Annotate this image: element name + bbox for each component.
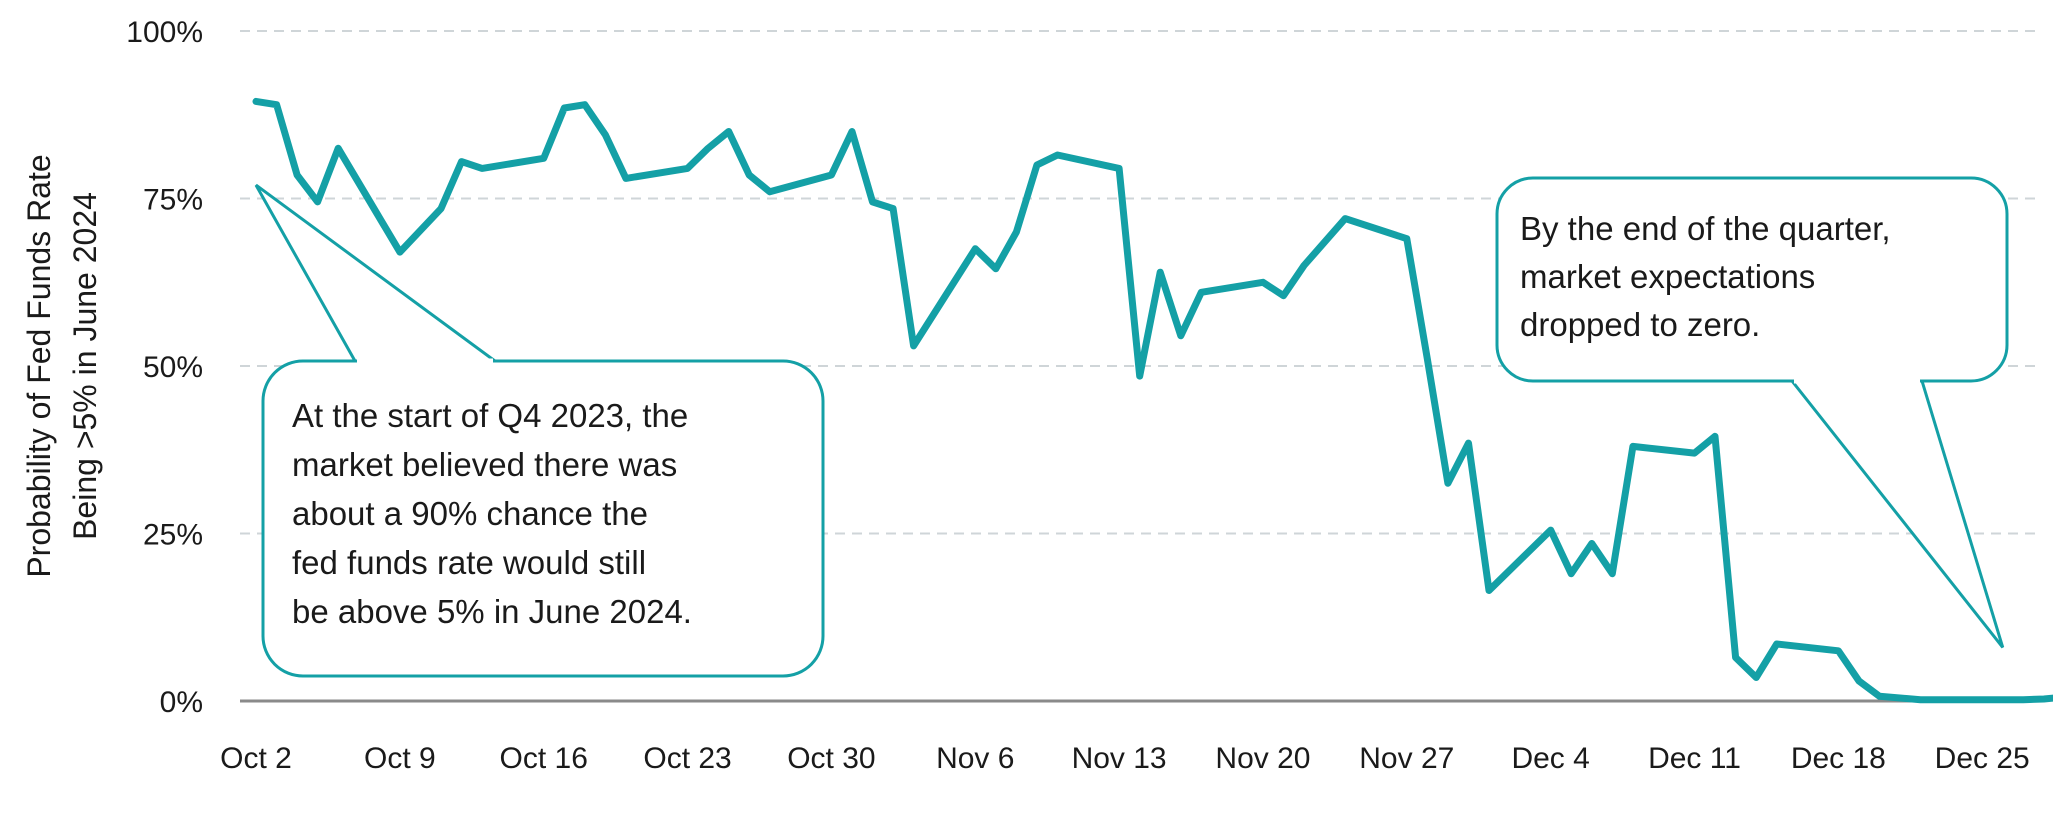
callout-text-line: be above 5% in June 2024. [292,593,692,630]
y-tick-label: 75% [143,184,203,217]
callout-box [1495,176,2009,383]
callout-text-line: market expectations [1520,258,1815,295]
x-axis-ticks: Oct 2 Oct 9 Oct 16 Oct 23 Oct 30 Nov 6 Nov 13 N… [220,742,2030,775]
y-tick-label: 25% [143,519,203,552]
x-tick-label: Oct 23 [643,742,731,775]
x-tick-label: Dec 25 [1935,742,2030,775]
y-tick-label: 50% [143,351,203,384]
callout-pointer [1788,379,2005,649]
y-axis-label-line: Being >5% in June 2024 [67,192,103,540]
series-line-layer [252,97,2053,704]
x-tick-label: Oct 30 [787,742,875,775]
callout-text-line: market believed there was [292,446,677,483]
x-tick-label: Nov 6 [936,742,1014,775]
x-tick-label: Oct 9 [364,742,436,775]
y-axis-label-line: Probability of Fed Funds Rate [21,154,57,577]
x-tick-label: Nov 27 [1359,742,1454,775]
y-tick-label: 0% [160,686,203,719]
callout-text-line: fed funds rate would still [292,544,646,581]
x-tick-label: Nov 20 [1215,742,1310,775]
y-axis-label: Probability of Fed Funds Rate Being >5% i… [21,154,103,577]
callouts: At the start of Q4 2023, the market belie… [254,176,2009,678]
x-tick-label: Oct 2 [220,742,292,775]
x-tick-label: Nov 13 [1072,742,1167,775]
x-tick-label: Oct 16 [500,742,588,775]
callout-text-line: At the start of Q4 2023, the [292,397,688,434]
x-tick-label: Dec 18 [1791,742,1886,775]
y-tick-label: 100% [126,16,203,49]
y-axis-ticks: 0% 25% 50% 75% 100% [126,16,203,719]
callout-text-line: By the end of the quarter, [1520,210,1891,247]
x-tick-label: Dec 11 [1648,742,1741,775]
x-tick-label: Dec 4 [1511,742,1589,775]
callout-text-line: about a 90% chance the [292,495,648,532]
callout-text-line: dropped to zero. [1520,306,1760,343]
callout-box [261,359,825,678]
callout-2: By the end of the quarter, market expecta… [1495,176,2009,649]
callout-1: At the start of Q4 2023, the market belie… [254,183,825,678]
